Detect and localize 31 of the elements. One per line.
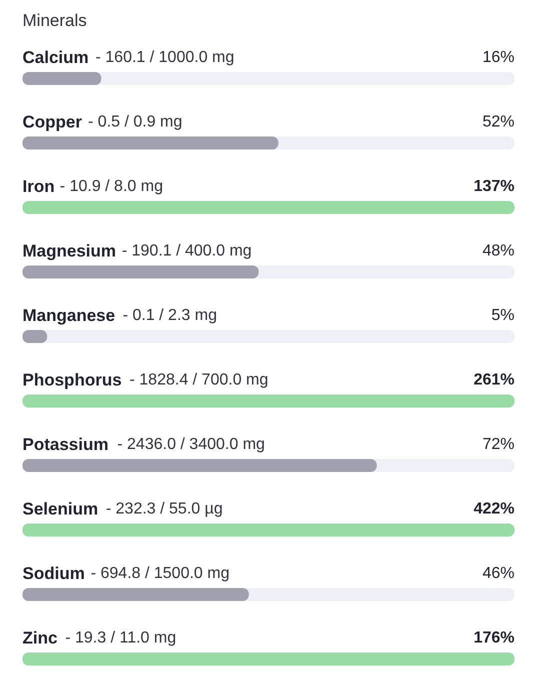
text: - 160.1 / 1000.0 mg: [96, 49, 234, 66]
category-label: Manganese: [22, 306, 116, 325]
data-label: 46%: [482, 565, 515, 582]
data-label: 137%: [474, 178, 514, 195]
text: - 0.1 / 2.3 mg: [122, 307, 217, 324]
category-label: Copper: [22, 112, 82, 132]
data-label: 261%: [474, 372, 514, 388]
data-label: 52%: [482, 114, 515, 130]
data-label: 16%: [482, 49, 515, 66]
text: - 10.9 / 8.0 mg: [60, 178, 163, 195]
text: - 19.3 / 11.0 mg: [65, 630, 176, 646]
text: - 1828.4 / 700.0 mg: [130, 372, 268, 388]
text: - 190.1 / 400.0 mg: [122, 242, 252, 260]
category-label: Iron: [22, 177, 55, 196]
category-label: Selenium: [22, 500, 98, 518]
category-label: Magnesium: [22, 242, 116, 260]
category-label: Sodium: [22, 564, 85, 583]
text: - 2436.0 / 3400.0 mg: [117, 436, 265, 453]
data-label: 48%: [482, 242, 515, 260]
data-label: 5%: [491, 307, 514, 324]
text: - 0.5 / 0.9 mg: [88, 114, 182, 130]
category-label: Potassium: [22, 435, 108, 454]
data-label: 72%: [482, 436, 515, 453]
text: - 694.8 / 1500.0 mg: [90, 565, 230, 582]
text: - 232.3 / 55.0 µg: [106, 500, 223, 518]
category-label: Zinc: [22, 628, 58, 648]
data-label: 422%: [474, 500, 514, 518]
text: Minerals: [22, 11, 87, 30]
data-label: 176%: [474, 630, 514, 646]
category-label: Calcium: [22, 48, 89, 67]
category-label: Phosphorus: [22, 370, 122, 390]
